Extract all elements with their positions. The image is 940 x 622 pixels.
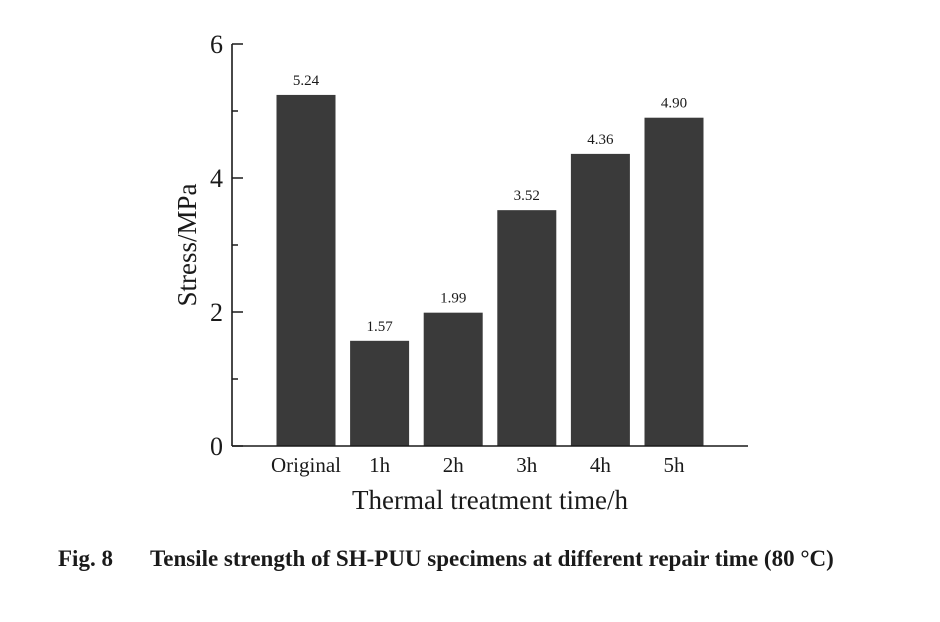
x-category-label: 5h	[664, 453, 686, 477]
y-tick-label: 4	[210, 164, 223, 193]
bar-4h	[570, 153, 630, 446]
data-label: 4.36	[587, 132, 614, 148]
x-axis-title: Thermal treatment time/h	[352, 485, 628, 515]
bars-group	[276, 94, 704, 447]
bar-5h	[644, 117, 704, 446]
data-label: 3.52	[514, 188, 540, 204]
figure-caption-text: Tensile strength of SH-PUU specimens at …	[150, 546, 834, 571]
data-label: 1.99	[440, 291, 466, 307]
bar-original	[276, 94, 336, 447]
bar-2h	[423, 312, 483, 446]
x-category-label: 2h	[443, 453, 465, 477]
bar-chart: 5.24 1.57 1.99 3.52 4.36 4.90 0 2 4 6 Original 1h…	[172, 30, 748, 515]
data-label: 5.24	[293, 73, 320, 89]
x-category-labels-group: Original 1h 2h 3h 4h 5h	[271, 453, 685, 477]
y-tick-label: 2	[210, 298, 223, 327]
x-category-label: 4h	[590, 453, 612, 477]
figure-caption: Fig. 8 Tensile strength of SH-PUU specim…	[58, 542, 908, 575]
bar-3h	[497, 210, 557, 446]
figure-number: Fig. 8	[58, 546, 113, 571]
x-category-label: Original	[271, 453, 341, 477]
y-tick-label: 0	[210, 432, 223, 461]
y-axis-title: Stress/MPa	[172, 183, 202, 306]
bar-1h	[350, 340, 410, 446]
y-tick-label: 6	[210, 30, 223, 59]
data-labels-group: 5.24 1.57 1.99 3.52 4.36 4.90	[293, 73, 687, 335]
x-category-label: 1h	[369, 453, 391, 477]
x-category-label: 3h	[516, 453, 538, 477]
data-label: 1.57	[366, 319, 393, 335]
data-label: 4.90	[661, 96, 687, 112]
y-ticks-group: 0 2 4 6	[210, 30, 243, 461]
